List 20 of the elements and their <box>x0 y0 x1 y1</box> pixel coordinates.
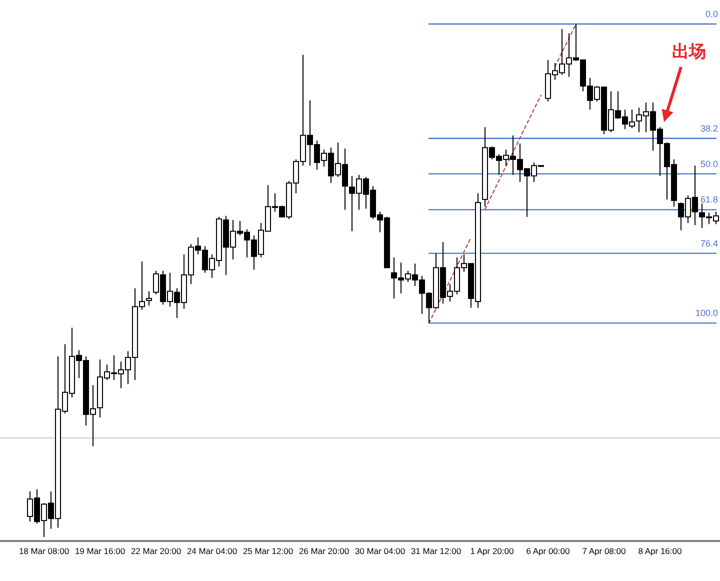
x-tick-label: 7 Apr 08:00 <box>582 546 626 556</box>
candlestick <box>146 290 152 306</box>
x-tick-label: 22 Mar 20:00 <box>130 546 182 556</box>
x-tick-label: 24 Mar 04:00 <box>186 546 238 556</box>
series-label: 61.8 <box>700 194 718 205</box>
x-tick-label: 6 Apr 00:00 <box>526 546 570 556</box>
x-tick-label: 30 Mar 04:00 <box>354 546 406 556</box>
series-label: 50.0 <box>700 158 718 169</box>
x-tick-label: 18 Mar 08:00 <box>18 546 70 556</box>
series-label: 0.0 <box>705 9 718 19</box>
series-label: 100.0 <box>695 308 718 318</box>
x-tick-label: 19 Mar 16:00 <box>74 546 126 556</box>
x-tick-label: 31 Mar 12:00 <box>410 546 462 556</box>
x-tick-label: 25 Mar 12:00 <box>242 546 294 556</box>
series-label: 38.2 <box>700 123 718 134</box>
x-tick-label: 8 Apr 16:00 <box>638 546 682 556</box>
x-tick-label: 1 Apr 20:00 <box>470 546 514 556</box>
annotation: 出场 <box>672 42 706 61</box>
x-tick-label: 26 Mar 20:00 <box>298 546 350 556</box>
series-label: 76.4 <box>700 238 718 248</box>
